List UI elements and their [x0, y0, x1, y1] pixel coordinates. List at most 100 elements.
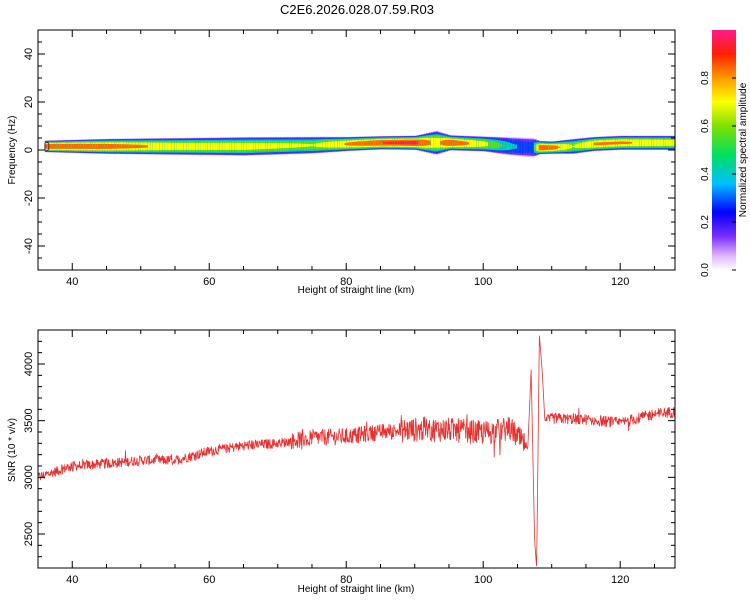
spectrogram-cell: [69, 144, 72, 149]
spectrogram-cell: [440, 141, 443, 145]
spectrogram-cell: [186, 143, 189, 150]
spectrogram-cell: [112, 144, 115, 149]
spectrogram-cell: [232, 143, 235, 150]
spectrogram-cell: [572, 146, 575, 147]
spectrogram-cell: [345, 143, 348, 145]
colorbar: [712, 30, 736, 270]
spectrogram-cell: [62, 144, 65, 149]
spectrogram-cell: [659, 140, 662, 146]
snr-x-tick-label: 60: [203, 574, 215, 586]
spectrogram-cell: [587, 142, 590, 148]
spectrogram-cell: [59, 144, 62, 149]
spectrogram-x-tick-label: 100: [474, 276, 492, 288]
spectrogram-cell: [532, 142, 535, 153]
spectrogram-cell: [153, 143, 156, 151]
spectrogram-cell: [196, 143, 199, 150]
spectrogram-cell: [98, 144, 101, 149]
spectrogram-cell: [436, 138, 439, 148]
spectrogram-cell: [666, 140, 669, 146]
spectrogram-cell: [251, 143, 254, 150]
spectrogram-cell: [287, 143, 290, 148]
spectrogram-cell: [335, 141, 338, 147]
spectrogram-cell: [460, 141, 463, 146]
spectrogram-cell: [385, 142, 388, 144]
spectrogram-cell: [579, 143, 582, 148]
spectrogram-cell: [289, 143, 292, 147]
spectrogram-cell: [340, 141, 343, 148]
spectrogram-cell: [546, 145, 549, 150]
spectrogram-cell: [361, 141, 364, 145]
spectrogram-cell: [364, 141, 367, 146]
spectrogram-y-tick-label: 20: [23, 96, 35, 108]
spectrogram-cell: [270, 143, 273, 149]
spectrogram-cell: [649, 140, 652, 147]
spectrogram-cell: [352, 142, 355, 146]
spectrogram-cell: [378, 140, 381, 145]
snr-frame: [38, 330, 675, 568]
spectrogram-cell: [575, 144, 578, 147]
spectrogram-cell: [246, 143, 249, 150]
spectrogram-cell: [445, 140, 448, 146]
colorbar-tick-label: 0.4: [700, 167, 711, 181]
spectrogram-cell: [448, 140, 451, 146]
spectrogram-cell: [268, 143, 271, 149]
spectrogram-cell: [229, 143, 232, 150]
spectrogram-cell: [74, 144, 77, 149]
spectrogram-cell: [90, 144, 93, 149]
spectrogram-cell: [515, 145, 518, 149]
spectrogram-cell: [210, 143, 213, 150]
spectrogram-cell: [342, 141, 345, 148]
spectrogram-cell: [357, 142, 360, 146]
spectrogram-cell: [539, 145, 542, 150]
spectrogram-cell: [299, 144, 302, 148]
spectrogram-cell: [368, 141, 371, 146]
spectrogram-cell: [150, 143, 153, 151]
spectrogram-cell: [275, 143, 278, 148]
spectrogram-cell: [95, 144, 98, 149]
spectrogram-cell: [189, 143, 192, 150]
spectrogram-cell: [244, 143, 247, 150]
spectrogram-cell: [567, 144, 570, 149]
spectrogram-cell: [165, 143, 168, 150]
spectrogram-cell: [105, 144, 108, 149]
spectrogram-cell: [294, 143, 297, 147]
spectrogram-cell: [599, 142, 602, 145]
spectrogram-cell: [392, 142, 395, 145]
spectrogram-cell: [668, 140, 671, 146]
snr-x-tick-label: 100: [474, 574, 492, 586]
spectrogram-cell: [613, 142, 616, 145]
colorbar-label: Normalized spectral amplitude: [738, 82, 749, 217]
spectrogram-cell: [208, 143, 211, 150]
spectrogram-cell: [639, 139, 642, 146]
spectrogram-cell: [193, 143, 196, 150]
spectrogram-cell: [476, 141, 479, 147]
spectrogram-cell: [632, 139, 635, 146]
spectrogram-cell: [589, 141, 592, 148]
spectrogram-cell: [45, 146, 48, 147]
spectrogram-cell: [86, 144, 89, 149]
spectrogram-cell: [594, 143, 597, 146]
spectrogram-y-tick-label: -40: [23, 238, 35, 254]
spectrogram-cell: [258, 143, 261, 149]
spectrogram-cell: [508, 142, 511, 150]
spectrogram-cell: [472, 140, 475, 147]
spectrogram-cell: [304, 144, 307, 147]
spectrogram-cell: [134, 145, 137, 149]
spectrogram-cell: [309, 144, 312, 146]
snr-y-tick-label: 3000: [23, 465, 35, 489]
spectrogram-cell: [234, 143, 237, 150]
spectrogram-cell: [347, 143, 350, 146]
spectrogram-cell: [618, 142, 621, 145]
snr-x-tick-label: 40: [66, 574, 78, 586]
spectrogram-cell: [647, 140, 650, 147]
spectrogram-cell: [522, 141, 525, 153]
spectrogram-cell: [198, 143, 201, 150]
spectrogram-cell: [558, 147, 561, 148]
spectrogram-cell: [181, 143, 184, 150]
spectrogram-cell: [213, 143, 216, 150]
spectrogram-cell: [428, 141, 431, 145]
spectrogram-y-tick-label: 0: [23, 147, 35, 153]
